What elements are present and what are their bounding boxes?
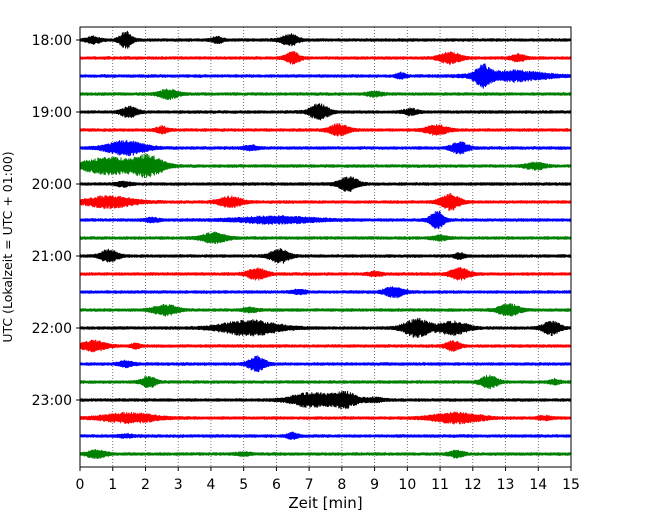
x-tick-label: 2 (141, 477, 150, 493)
trace-2245 (79, 374, 572, 390)
trace-1945 (79, 153, 572, 179)
x-tick-label: 9 (370, 477, 379, 493)
x-axis-ticks: 0 1 2 3 4 5 6 7 8 9 10 11 12 13 14 15 (76, 467, 580, 493)
y-tick-label: 18:00 (32, 33, 72, 49)
x-tick-label: 3 (174, 477, 183, 493)
trace-2000 (79, 176, 572, 193)
y-tick-label: 19:00 (32, 105, 72, 121)
trace-2215 (79, 339, 572, 353)
y-axis-ticks: 18:00 19:00 20:00 21:00 22:00 23:00 (32, 33, 80, 409)
x-tick-label: 12 (464, 477, 482, 493)
x-tick-label: 14 (529, 477, 547, 493)
trace-2230 (79, 355, 572, 373)
x-tick-label: 8 (337, 477, 346, 493)
trace-2300 (79, 390, 572, 410)
x-tick-label: 0 (76, 477, 85, 493)
trace-1915 (79, 122, 572, 137)
x-tick-label: 10 (398, 477, 416, 493)
x-axis-title: Zeit [min] (288, 494, 362, 512)
y-axis-title: UTC (Lokalzeit = UTC + 01:00) (0, 151, 15, 342)
x-tick-label: 6 (272, 477, 281, 493)
trace-2145 (79, 303, 572, 317)
x-tick-label: 15 (562, 477, 580, 493)
trace-2330 (79, 431, 572, 440)
x-tick-label: 7 (305, 477, 314, 493)
plot-frame (79, 26, 572, 468)
y-tick-label: 23:00 (32, 393, 72, 409)
trace-2200 (79, 317, 572, 339)
seismic-traces (79, 30, 572, 460)
trace-1800 (79, 30, 572, 49)
trace-1830 (79, 63, 572, 89)
trace-2030 (79, 210, 572, 230)
x-tick-label: 11 (431, 477, 449, 493)
x-tick-label: 5 (239, 477, 248, 493)
trace-2130 (79, 286, 572, 299)
trace-2045 (79, 231, 572, 245)
trace-1930 (79, 139, 572, 157)
trace-1815 (79, 50, 572, 65)
y-tick-label: 22:00 (32, 321, 72, 337)
trace-1845 (79, 88, 572, 101)
trace-2345 (79, 448, 572, 460)
x-tick-label: 4 (206, 477, 215, 493)
trace-2315 (79, 411, 572, 425)
x-tick-label: 1 (108, 477, 117, 493)
trace-2100 (79, 247, 572, 264)
trace-1900 (79, 103, 572, 121)
trace-2115 (79, 266, 572, 281)
trace-2015 (79, 192, 572, 211)
y-tick-label: 21:00 (32, 249, 72, 265)
y-tick-label: 20:00 (32, 177, 72, 193)
x-tick-label: 13 (497, 477, 515, 493)
